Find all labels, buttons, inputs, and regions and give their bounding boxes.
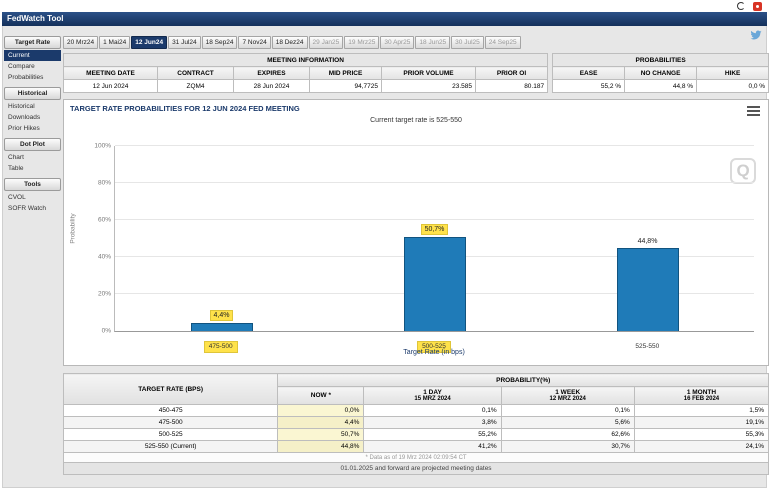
col-header: CONTRACT bbox=[158, 67, 234, 80]
y-tick-label: 80% bbox=[98, 180, 111, 187]
probability-history-table: TARGET RATE (BPS) PROBABILITY(%) NOW * 1… bbox=[63, 373, 769, 475]
meeting-tab-active[interactable]: 12 Jun24 bbox=[131, 36, 167, 49]
sidebar-item-historical[interactable]: Historical bbox=[4, 101, 61, 112]
meeting-tab[interactable]: 1 Mai24 bbox=[99, 36, 130, 49]
meeting-date-value: 12 Jun 2024 bbox=[64, 80, 158, 93]
bar-value-label: 50,7% bbox=[421, 224, 449, 235]
sidebar-item-table[interactable]: Table bbox=[4, 163, 61, 174]
prior-oi-value: 80.187 bbox=[476, 80, 548, 93]
y-tick-label: 40% bbox=[98, 254, 111, 261]
twitter-icon[interactable] bbox=[750, 28, 762, 46]
sidebar-item-prior-hikes[interactable]: Prior Hikes bbox=[4, 123, 61, 134]
meeting-tab[interactable]: 7 Nov24 bbox=[238, 36, 270, 49]
prior-volume-value: 23.585 bbox=[382, 80, 476, 93]
table-row: 500-525 50,7% 55,2% 62,6% 55,3% bbox=[64, 429, 769, 441]
sidebar-item-current[interactable]: Current bbox=[4, 50, 61, 61]
meeting-tab[interactable]: 30 Apr25 bbox=[380, 36, 414, 49]
table-row: 12 Jun 2024 ZQM4 28 Jun 2024 94,7725 23.… bbox=[64, 80, 548, 93]
y-tick-label: 0% bbox=[102, 328, 111, 335]
bar-value-label: 44,8% bbox=[635, 237, 661, 246]
table-row: 55,2 % 44,8 % 0,0 % bbox=[553, 80, 769, 93]
probability-bar bbox=[404, 237, 466, 331]
chart-subtitle: Current target rate is 525-550 bbox=[64, 117, 768, 124]
sidebar-section-historical: Historical bbox=[4, 87, 61, 100]
col-header: MEETING DATE bbox=[64, 67, 158, 80]
sidebar: Target Rate Current Compare Probabilitie… bbox=[4, 36, 61, 475]
sidebar-item-chart[interactable]: Chart bbox=[4, 152, 61, 163]
col-header-1week: 1 WEEK12 MRZ 2024 bbox=[501, 387, 634, 405]
sidebar-section-tools: Tools bbox=[4, 178, 61, 191]
table-row: 450-475 0,0% 0,1% 0,1% 1,5% bbox=[64, 405, 769, 417]
sidebar-item-sofr-watch[interactable]: SOFR Watch bbox=[4, 203, 61, 214]
app-title: FedWatch Tool bbox=[7, 14, 63, 23]
meeting-tab[interactable]: 19 Mrz25 bbox=[344, 36, 379, 49]
sidebar-section-dot-plot: Dot Plot bbox=[4, 138, 61, 151]
expires-value: 28 Jun 2024 bbox=[234, 80, 310, 93]
sidebar-item-compare[interactable]: Compare bbox=[4, 61, 61, 72]
sidebar-item-cvol[interactable]: CVOL bbox=[4, 192, 61, 203]
col-header-1day: 1 DAY15 MRZ 2024 bbox=[364, 387, 501, 405]
meeting-info-table: MEETING INFORMATION MEETING DATE CONTRAC… bbox=[63, 53, 548, 93]
meeting-tab[interactable]: 24 Sep25 bbox=[485, 36, 521, 49]
projected-dates-note: 01.01.2025 and forward are projected mee… bbox=[64, 463, 769, 475]
y-tick-label: 60% bbox=[98, 217, 111, 224]
no-change-value: 44,8 % bbox=[625, 80, 697, 93]
probabilities-title: PROBABILITIES bbox=[553, 54, 769, 67]
app-titlebar: FedWatch Tool bbox=[2, 12, 767, 26]
meeting-tab[interactable]: 30 Jul25 bbox=[451, 36, 484, 49]
red-badge-icon[interactable] bbox=[753, 2, 762, 11]
table-row: 475-500 4,4% 3,8% 5,6% 19,1% bbox=[64, 417, 769, 429]
meeting-tab[interactable]: 18 Sep24 bbox=[202, 36, 238, 49]
meeting-tab[interactable]: 31 Jul24 bbox=[168, 36, 201, 49]
meeting-tab[interactable]: 20 Mrz24 bbox=[63, 36, 98, 49]
meeting-tab[interactable]: 18 Dez24 bbox=[272, 36, 308, 49]
chart-plot-area: 0% 20% 40% 60% 80% 100% 4,4% 50,7% bbox=[114, 146, 754, 332]
y-tick-label: 100% bbox=[94, 143, 111, 150]
col-header: EASE bbox=[553, 67, 625, 80]
rate-column-header: TARGET RATE (BPS) bbox=[64, 374, 278, 405]
mid-price-value: 94,7725 bbox=[310, 80, 382, 93]
probability-bar bbox=[191, 323, 253, 331]
probability-group-header: PROBABILITY(%) bbox=[278, 374, 769, 387]
meeting-date-tabs: 20 Mrz24 1 Mai24 12 Jun24 31 Jul24 18 Se… bbox=[63, 36, 769, 49]
col-header: MID PRICE bbox=[310, 67, 382, 80]
col-header-1month: 1 MONTH16 FEB 2024 bbox=[634, 387, 768, 405]
bar-value-label: 4,4% bbox=[210, 310, 234, 321]
col-header: PRIOR VOLUME bbox=[382, 67, 476, 80]
table-row: 525-550 (Current) 44,8% 41,2% 30,7% 24,1… bbox=[64, 441, 769, 453]
col-header-now: NOW * bbox=[278, 387, 364, 405]
col-header: NO CHANGE bbox=[625, 67, 697, 80]
sidebar-section-target-rate: Target Rate bbox=[4, 36, 61, 49]
probability-bar bbox=[617, 248, 679, 331]
y-tick-label: 20% bbox=[98, 291, 111, 298]
refresh-icon[interactable] bbox=[737, 2, 745, 10]
probability-chart: TARGET RATE PROBABILITIES FOR 12 JUN 202… bbox=[63, 99, 769, 366]
col-header: HIKE bbox=[697, 67, 769, 80]
col-header: EXPIRES bbox=[234, 67, 310, 80]
ease-value: 55,2 % bbox=[553, 80, 625, 93]
col-header: PRIOR OI bbox=[476, 67, 548, 80]
meeting-tab[interactable]: 18 Jun25 bbox=[415, 36, 450, 49]
meeting-info-title: MEETING INFORMATION bbox=[64, 54, 548, 67]
browser-strip bbox=[0, 0, 769, 12]
hike-value: 0,0 % bbox=[697, 80, 769, 93]
contract-value: ZQM4 bbox=[158, 80, 234, 93]
meeting-tab[interactable]: 29 Jan25 bbox=[309, 36, 344, 49]
data-as-of-footnote: * Data as of 19 Mrz 2024 02:09:54 CT bbox=[64, 453, 769, 463]
chart-menu-icon[interactable] bbox=[747, 106, 760, 118]
y-axis-title: Probability bbox=[70, 213, 77, 243]
x-axis-title: Target Rate (in bps) bbox=[114, 349, 754, 356]
probabilities-summary-table: PROBABILITIES EASE NO CHANGE HIKE 55,2 %… bbox=[552, 53, 769, 93]
sidebar-item-probabilities[interactable]: Probabilities bbox=[4, 72, 61, 83]
chart-title: TARGET RATE PROBABILITIES FOR 12 JUN 202… bbox=[70, 104, 300, 113]
sidebar-item-downloads[interactable]: Downloads bbox=[4, 112, 61, 123]
app-body: Target Rate Current Compare Probabilitie… bbox=[2, 26, 767, 488]
